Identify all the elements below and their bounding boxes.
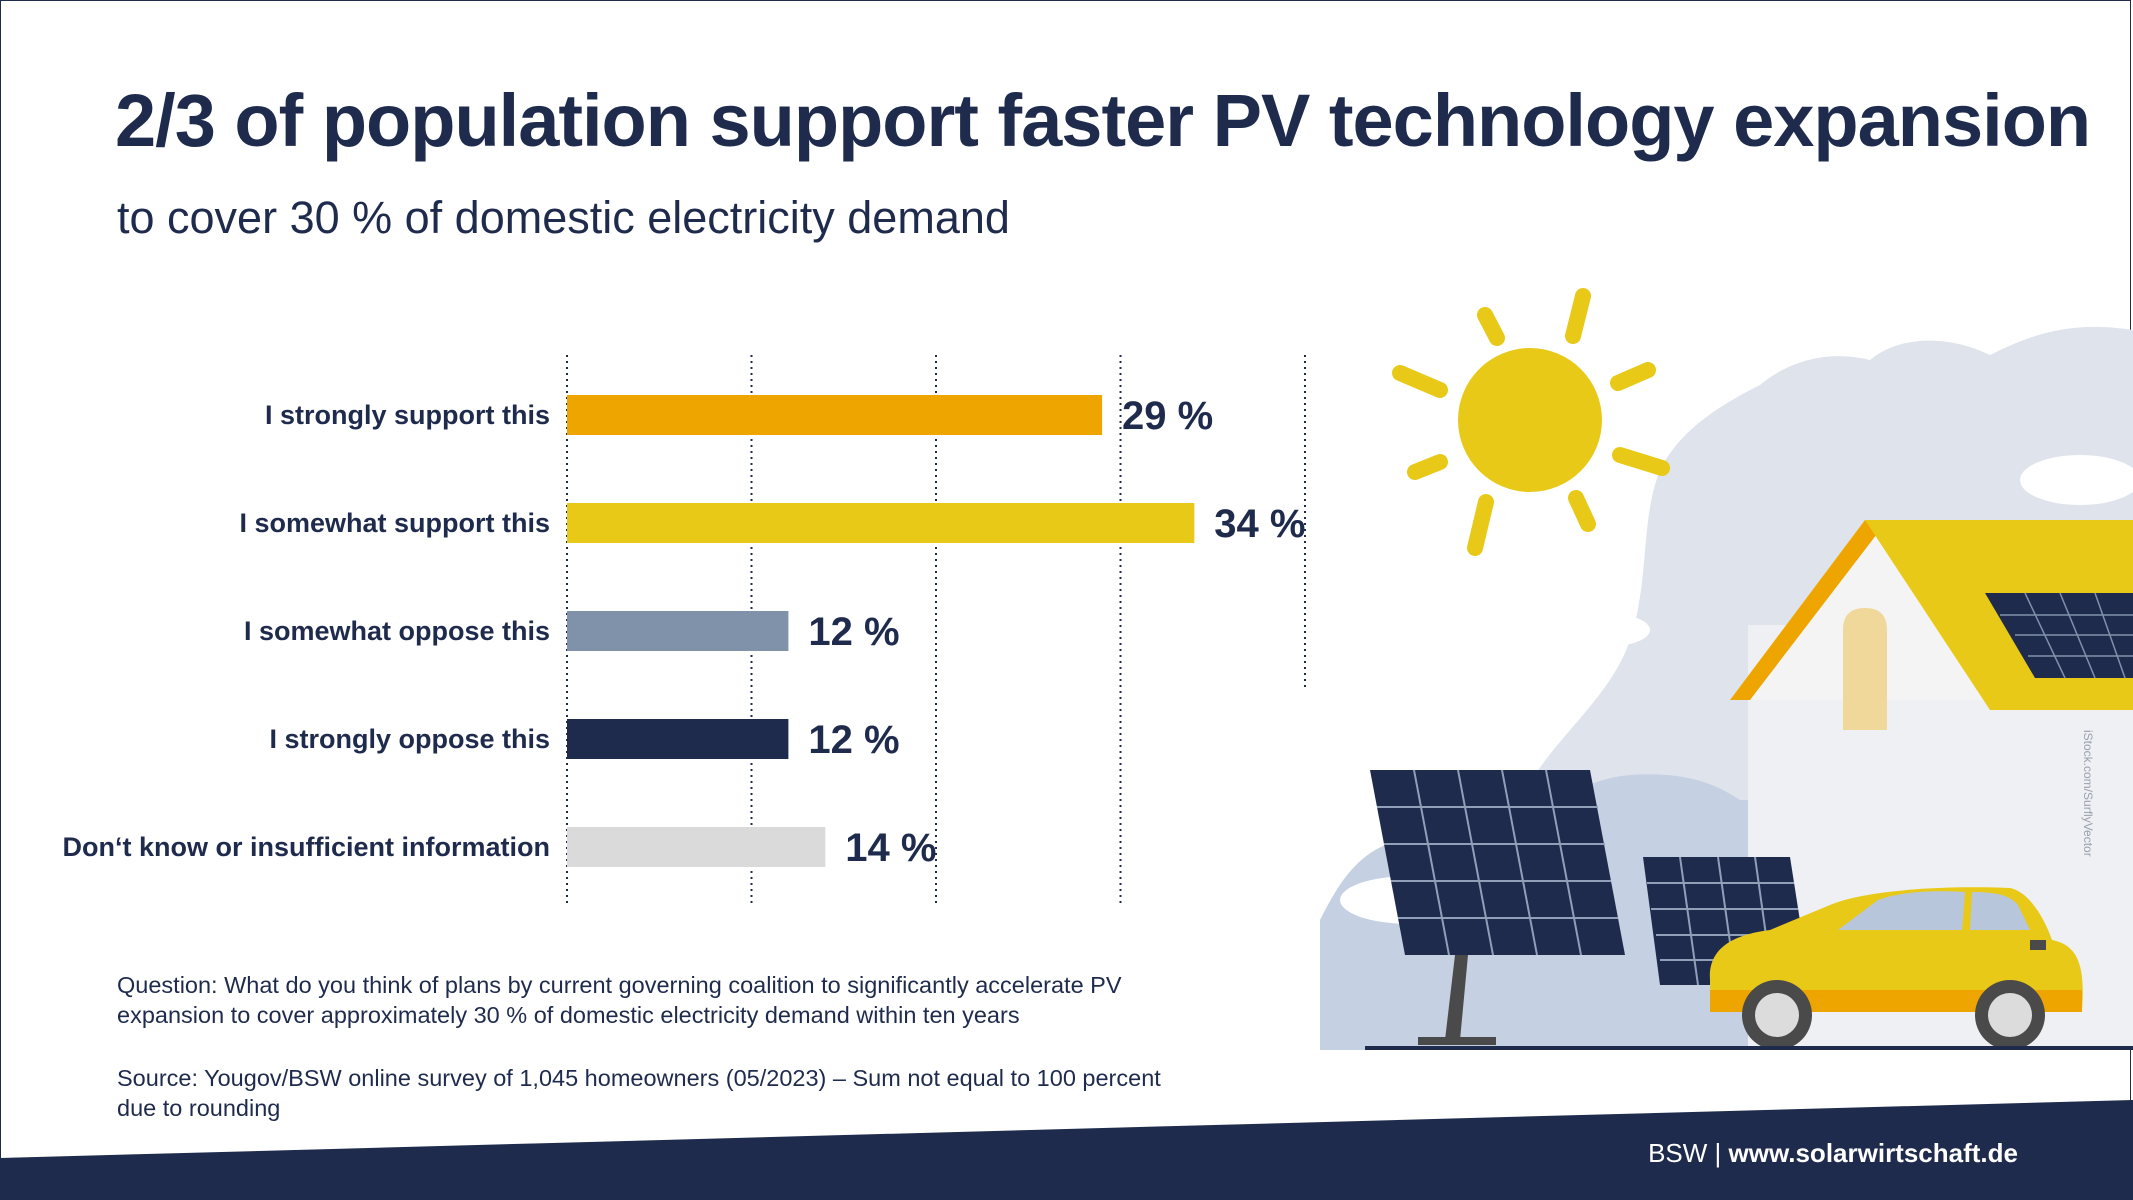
chart-gridlines [566, 355, 1306, 905]
chart-bars [567, 395, 1195, 867]
category-label: Don‘t know or insufficient information [63, 832, 550, 862]
ground-solar-panel-icon [1370, 769, 1625, 1045]
chart-title: 2/3 of population support faster PV tech… [115, 79, 2091, 162]
value-label: 29 % [1122, 394, 1213, 438]
bar [567, 827, 826, 867]
image-credit: iStock.com/SurflyVector [2081, 730, 2095, 857]
category-label: I strongly support this [265, 400, 550, 430]
category-label: I somewhat oppose this [244, 616, 550, 646]
bar-chart: I strongly support this I somewhat suppor… [63, 355, 1306, 905]
category-label: I strongly oppose this [269, 724, 550, 754]
roof-solar-panel-icon [1985, 592, 2133, 679]
car-icon [1709, 887, 2083, 1050]
bar [567, 719, 789, 759]
cloud-puff [1570, 614, 1650, 646]
bar [567, 611, 789, 651]
chart-value-labels: 29 % 34 % 12 % 12 % 14 % [808, 394, 1305, 870]
footer-org: BSW [1648, 1138, 1708, 1168]
bar [567, 503, 1195, 543]
bar [567, 395, 1103, 435]
ground-line [1365, 1046, 2133, 1050]
question-note: Question: What do you think of plans by … [117, 972, 1122, 1028]
cloud-puff [2020, 455, 2133, 505]
value-label: 14 % [845, 826, 936, 870]
footer-url-link[interactable]: www.solarwirtschaft.de [1728, 1138, 2018, 1168]
value-label: 12 % [808, 718, 899, 762]
chart-category-labels: I strongly support this I somewhat suppor… [63, 400, 550, 862]
sun-icon [1392, 288, 1670, 556]
source-note: Source: Yougov/BSW online survey of 1,04… [117, 1065, 1161, 1121]
footer-separator: | [1714, 1138, 1722, 1168]
value-label: 12 % [808, 610, 899, 654]
solar-house-illustration [1320, 288, 2133, 1050]
footer-band [0, 1100, 2133, 1200]
chart-subtitle: to cover 30 % of domestic electricity de… [117, 192, 1010, 243]
category-label: I somewhat support this [239, 508, 550, 538]
footer-text: BSW | www.solarwirtschaft.de [1648, 1138, 2018, 1169]
value-label: 34 % [1214, 502, 1305, 546]
